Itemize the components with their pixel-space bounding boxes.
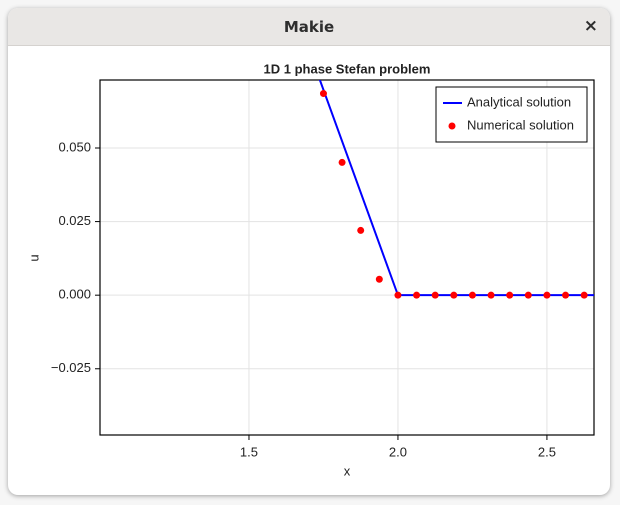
y-tick-label: −0.025: [51, 360, 91, 375]
point: [357, 226, 365, 234]
title-bar: Makie ×: [8, 8, 610, 46]
point: [524, 291, 532, 299]
y-tick-label: 0.025: [58, 213, 91, 228]
x-tick-label: 2.0: [389, 444, 407, 459]
legend-label: Analytical solution: [467, 94, 571, 109]
point: [413, 291, 421, 299]
point: [431, 291, 439, 299]
y-tick-label: 0.050: [58, 139, 91, 154]
legend-box: [435, 86, 588, 143]
point: [580, 291, 588, 299]
point: [468, 291, 476, 299]
point: [543, 291, 551, 299]
close-button[interactable]: ×: [583, 16, 598, 36]
y-tick-label: 0.000: [58, 287, 91, 302]
point: [319, 90, 327, 98]
chart-title: 1D 1 phase Stefan problem: [264, 61, 431, 76]
x-tick-label: 2.5: [538, 444, 556, 459]
point: [562, 291, 570, 299]
legend-label: Numerical solution: [467, 117, 574, 132]
line: [318, 80, 594, 297]
point: [506, 291, 514, 299]
point: [375, 275, 383, 283]
point: [394, 291, 402, 299]
point: [450, 291, 458, 299]
point: [338, 158, 346, 166]
y-axis-label: u: [26, 254, 41, 261]
window-title: Makie: [283, 18, 335, 36]
plot-frame: [99, 79, 595, 436]
legend-swatch: [448, 122, 456, 130]
point: [487, 291, 495, 299]
x-axis-label: x: [344, 463, 351, 478]
plot-area: [318, 80, 594, 299]
x-tick-label: 1.5: [240, 444, 258, 459]
